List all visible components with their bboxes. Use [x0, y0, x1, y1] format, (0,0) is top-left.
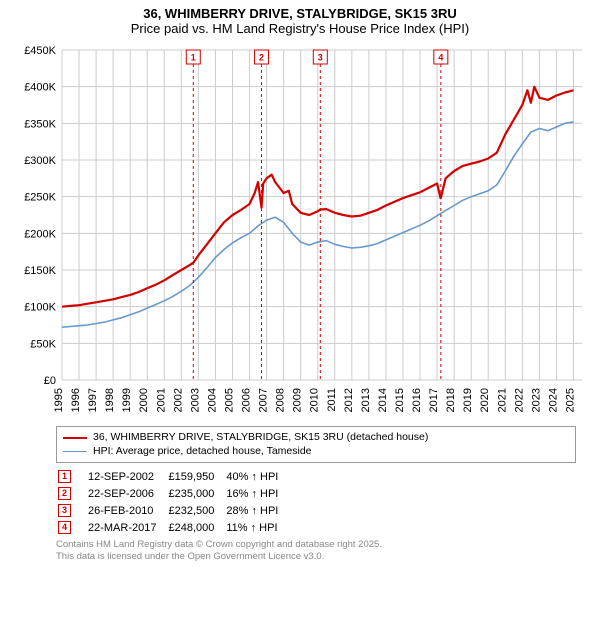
tx-price: £248,000	[168, 520, 224, 535]
table-row: 4 22-MAR-2017£248,00011% ↑ HPI	[58, 520, 288, 535]
x-tick-label: 2023	[530, 388, 542, 412]
x-tick-label: 2016	[411, 388, 423, 412]
tx-date: 22-SEP-2006	[88, 486, 166, 501]
table-row: 2 22-SEP-2006£235,00016% ↑ HPI	[58, 486, 288, 501]
y-tick-label: £150K	[24, 265, 56, 277]
x-tick-label: 2006	[241, 388, 253, 412]
x-tick-label: 2022	[513, 388, 525, 412]
marker-box: 2	[58, 487, 71, 500]
footnote: Contains HM Land Registry data © Crown c…	[56, 539, 576, 563]
title-address: 36, WHIMBERRY DRIVE, STALYBRIDGE, SK15 3…	[0, 6, 600, 21]
marker-box: 3	[58, 504, 71, 517]
tx-date: 12-SEP-2002	[88, 469, 166, 484]
marker-box: 1	[58, 470, 71, 483]
x-tick-label: 2021	[496, 388, 508, 412]
y-tick-label: £300K	[24, 155, 56, 167]
x-tick-label: 2000	[138, 388, 150, 412]
tx-delta: 28% ↑ HPI	[226, 503, 288, 518]
x-tick-label: 2001	[155, 388, 167, 412]
marker-number: 3	[318, 53, 323, 63]
tx-date: 22-MAR-2017	[88, 520, 166, 535]
tx-delta: 11% ↑ HPI	[226, 520, 288, 535]
x-tick-label: 1996	[70, 388, 82, 412]
y-tick-label: £50K	[30, 338, 56, 350]
x-tick-label: 2014	[377, 388, 389, 412]
x-tick-label: 2005	[223, 388, 235, 412]
chart-svg: £0 £50K £100K £150K £200K £250K £300K £350K £400…	[10, 42, 590, 420]
table-row: 3 26-FEB-2010£232,50028% ↑ HPI	[58, 503, 288, 518]
marker-number: 4	[438, 53, 443, 63]
chart-title-block: 36, WHIMBERRY DRIVE, STALYBRIDGE, SK15 3…	[0, 0, 600, 38]
x-tick-label: 2004	[206, 388, 218, 412]
footnote-line2: This data is licensed under the Open Gov…	[56, 551, 576, 563]
legend-label: HPI: Average price, detached house, Tame…	[93, 445, 312, 459]
tx-delta: 16% ↑ HPI	[226, 486, 288, 501]
x-tick-label: 2008	[275, 388, 287, 412]
y-tick-label: £350K	[24, 118, 56, 130]
footnote-line1: Contains HM Land Registry data © Crown c…	[56, 539, 576, 551]
y-tick-label: £250K	[24, 192, 56, 204]
x-tick-label: 2012	[343, 388, 355, 412]
y-tick-label: £0	[44, 375, 56, 387]
x-tick-label: 1998	[104, 388, 116, 412]
legend-swatch	[63, 437, 87, 439]
x-tick-label: 2018	[445, 388, 457, 412]
x-tick-label: 2024	[547, 388, 559, 412]
x-tick-label: 1995	[53, 388, 65, 412]
tx-price: £235,000	[168, 486, 224, 501]
y-tick-label: £450K	[24, 45, 56, 57]
y-tick-label: £400K	[24, 82, 56, 94]
x-tick-label: 2013	[360, 388, 372, 412]
legend-row: HPI: Average price, detached house, Tame…	[63, 445, 569, 459]
x-tick-label: 2020	[479, 388, 491, 412]
x-tick-label: 2019	[462, 388, 474, 412]
x-tick-label: 1999	[121, 388, 133, 412]
marker-number: 2	[259, 53, 264, 63]
x-tick-label: 2017	[428, 388, 440, 412]
x-tick-label: 2002	[172, 388, 184, 412]
y-tick-label: £200K	[24, 228, 56, 240]
tx-price: £159,950	[168, 469, 224, 484]
x-tick-label: 2007	[258, 388, 270, 412]
legend-row: 36, WHIMBERRY DRIVE, STALYBRIDGE, SK15 3…	[63, 431, 569, 445]
x-tick-label: 2009	[292, 388, 304, 412]
x-tick-label: 2003	[189, 388, 201, 412]
title-subtitle: Price paid vs. HM Land Registry's House …	[0, 21, 600, 36]
tx-delta: 40% ↑ HPI	[226, 469, 288, 484]
x-tick-label: 2025	[564, 388, 576, 412]
transaction-table: 1 12-SEP-2002£159,95040% ↑ HPI 2 22-SEP-200…	[56, 467, 290, 537]
legend-label: 36, WHIMBERRY DRIVE, STALYBRIDGE, SK15 3…	[93, 431, 428, 445]
marker-box: 4	[58, 521, 71, 534]
marker-number: 1	[191, 53, 196, 63]
x-tick-label: 1997	[87, 388, 99, 412]
y-tick-label: £100K	[24, 302, 56, 314]
legend: 36, WHIMBERRY DRIVE, STALYBRIDGE, SK15 3…	[56, 426, 576, 463]
x-tick-label: 2011	[326, 388, 338, 412]
table-row: 1 12-SEP-2002£159,95040% ↑ HPI	[58, 469, 288, 484]
x-tick-label: 2010	[309, 388, 321, 412]
tx-date: 26-FEB-2010	[88, 503, 166, 518]
legend-swatch	[63, 451, 87, 452]
x-tick-label: 2015	[394, 388, 406, 412]
tx-price: £232,500	[168, 503, 224, 518]
chart-area: £0 £50K £100K £150K £200K £250K £300K £350K £400…	[10, 42, 590, 420]
